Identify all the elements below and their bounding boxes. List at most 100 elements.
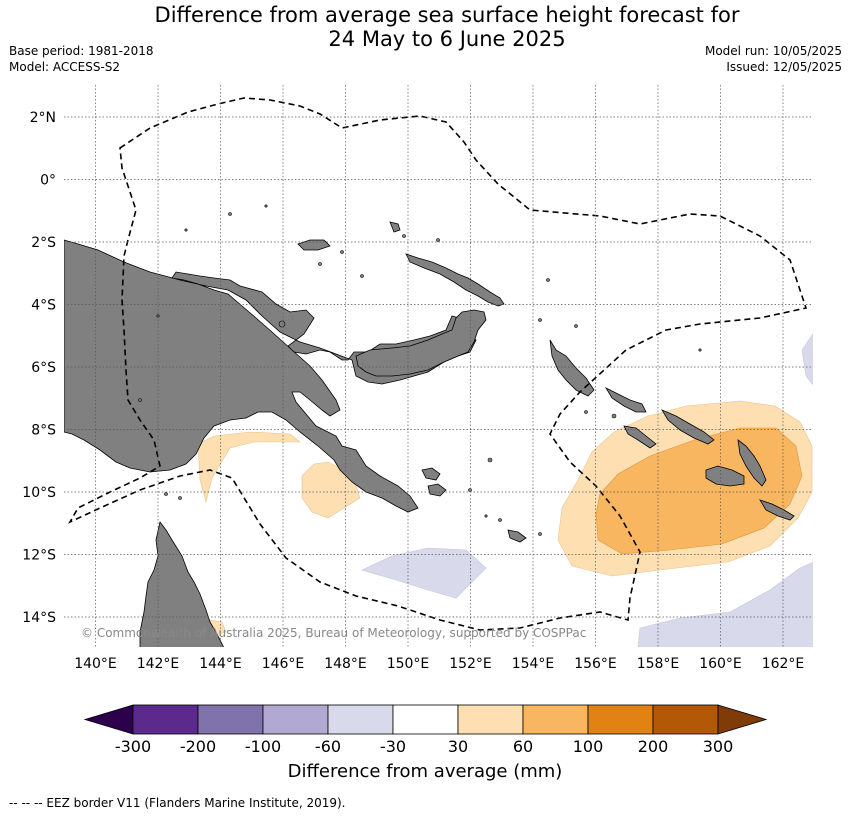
cape-york-land — [139, 521, 224, 647]
island-dot — [698, 348, 702, 352]
colorbar-tick-label: -100 — [245, 737, 281, 756]
anomaly-neg-southeast — [637, 562, 813, 647]
fergusson-land — [421, 467, 441, 481]
anomaly-shading — [197, 332, 813, 647]
new-ireland-land — [405, 253, 505, 307]
manus-land — [297, 239, 331, 251]
island-dot — [402, 234, 406, 238]
colorbar-tick-label: -60 — [315, 737, 341, 756]
lon-label: 152°E — [449, 656, 492, 672]
island-dot — [584, 410, 588, 414]
choiseul-land — [604, 387, 647, 413]
island-dot — [178, 496, 182, 500]
colorbar-over-arrow — [717, 704, 768, 735]
lat-label: 2°N — [30, 110, 56, 126]
island-dot — [484, 514, 488, 518]
guadalcanal-land — [705, 465, 745, 487]
colorbar-tick-label: 60 — [513, 737, 533, 756]
island-dot — [228, 212, 232, 216]
new-britain-land — [355, 309, 487, 377]
lat-label: 6°S — [31, 360, 56, 376]
island-dot — [360, 274, 364, 278]
title-line-1: Difference from average sea surface heig… — [154, 3, 740, 27]
lon-label: 162°E — [762, 656, 805, 672]
island-dot — [487, 457, 493, 463]
lat-label: 4°S — [31, 298, 56, 314]
island-dot — [138, 398, 142, 402]
footnote: -- -- -- EEZ border V11 (Flanders Marine… — [9, 796, 346, 810]
malaita-land — [737, 439, 767, 487]
map-layers — [64, 97, 813, 647]
lon-label: 160°E — [699, 656, 742, 672]
colorbar-swatch — [522, 704, 589, 735]
copyright: © Commonwealth of Australia 2025, Bureau… — [81, 626, 586, 640]
colorbar-swatch — [327, 704, 394, 735]
new-hanover-land — [389, 221, 401, 233]
meta-right: Model run: 10/05/2025 Issued: 12/05/2025 — [705, 43, 842, 75]
island-dot — [164, 492, 168, 496]
model-run: Model run: 10/05/2025 — [704, 44, 842, 58]
anomaly-30-60-gulf — [197, 431, 301, 504]
normanby-land — [427, 483, 447, 497]
lat-label: 2°S — [31, 235, 56, 251]
island-dot — [340, 250, 344, 254]
anomaly-neg-coral-sea — [361, 547, 487, 599]
colorbar-tick-label: 200 — [638, 737, 669, 756]
lon-label: 144°E — [199, 656, 242, 672]
eez-border — [68, 97, 808, 631]
chart-title: Difference from average sea surface heig… — [0, 3, 850, 51]
model-name: Model: ACCESS-S2 — [9, 60, 121, 74]
colorbar-under-arrow — [83, 704, 134, 735]
colorbar-swatch — [132, 704, 199, 735]
lon-label: 158°E — [637, 656, 680, 672]
new-guinea-land — [64, 239, 477, 513]
colorbar-swatch — [262, 704, 329, 735]
island-dot — [574, 324, 578, 328]
gridlines — [64, 85, 813, 647]
island-dot — [184, 228, 188, 232]
anomaly-neg-east-edge — [801, 332, 813, 386]
colorbar-label: Difference from average (mm) — [287, 761, 563, 782]
island-dot — [468, 488, 472, 492]
title-line-2: 24 May to 6 June 2025 — [328, 27, 566, 51]
colorbar: -300 -200 -100 -60 -30 30 60 100 200 300 — [83, 704, 768, 756]
colorbar-tick-label: -300 — [115, 737, 151, 756]
island-dot — [538, 318, 542, 322]
colorbar-swatch — [197, 704, 264, 735]
lon-label: 148°E — [324, 656, 367, 672]
island-dot — [278, 320, 286, 328]
colorbar-swatch — [392, 704, 459, 735]
colorbar-tick-label: -30 — [380, 737, 406, 756]
bougainville-land — [549, 339, 595, 397]
island-dot — [436, 238, 440, 242]
colorbar-swatch — [652, 704, 719, 735]
issued-date: Issued: 12/05/2025 — [726, 60, 842, 74]
colorbar-tick-label: 30 — [448, 737, 468, 756]
land — [64, 221, 795, 647]
lat-label: 8°S — [31, 423, 56, 439]
colorbar-swatch — [457, 704, 524, 735]
lat-labels: 2°N 0° 2°S 4°S 6°S 8°S 10°S 12°S 14°S — [22, 110, 56, 626]
base-period: Base period: 1981-2018 — [9, 44, 154, 58]
small-islands — [138, 204, 702, 536]
lat-label: 12°S — [22, 548, 56, 564]
lon-label: 156°E — [574, 656, 617, 672]
island-dot — [546, 278, 550, 282]
lat-label: 14°S — [22, 610, 56, 626]
lat-label: 10°S — [22, 485, 56, 501]
lon-label: 146°E — [262, 656, 305, 672]
island-dot — [318, 262, 322, 266]
island-dot — [264, 204, 268, 208]
lon-label: 150°E — [387, 656, 430, 672]
santa-isabel-land — [661, 409, 715, 445]
lon-label: 142°E — [137, 656, 180, 672]
new-georgia-land — [623, 425, 657, 449]
colorbar-tick-label: 100 — [573, 737, 604, 756]
island-dot — [538, 532, 542, 536]
makira-land — [759, 499, 795, 521]
colorbar-tick-label: -200 — [180, 737, 216, 756]
lon-labels: 140°E 142°E 144°E 146°E 148°E 150°E 152°E 154°E… — [74, 656, 804, 672]
lon-label: 140°E — [74, 656, 117, 672]
lat-label: 0° — [40, 173, 56, 189]
